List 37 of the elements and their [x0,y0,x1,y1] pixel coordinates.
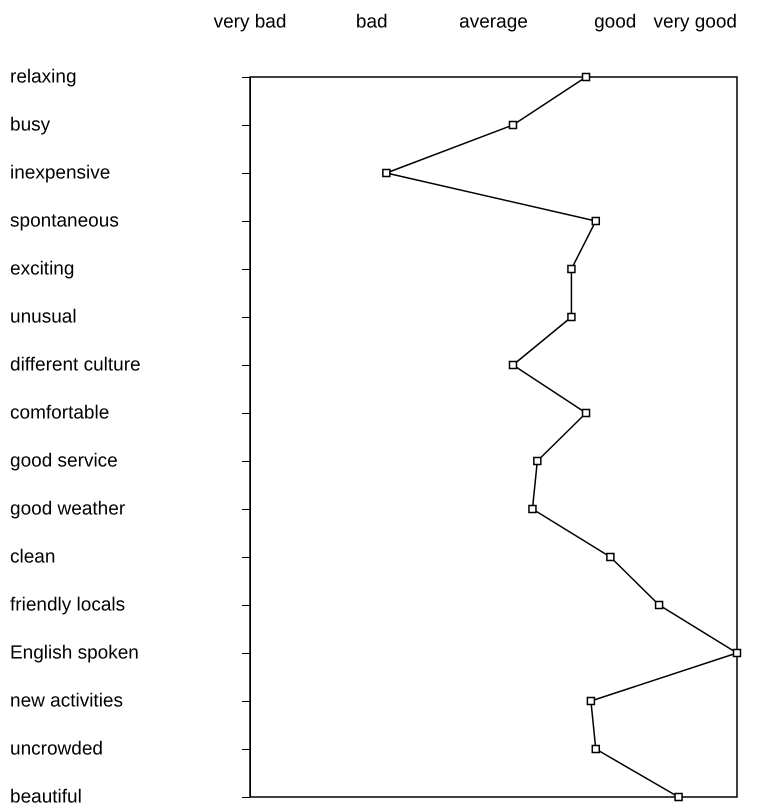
y-tick-label: spontaneous [10,210,119,232]
point [582,408,590,418]
text: bad [356,12,388,32]
y-tick-label: unusual [10,306,77,328]
point [592,744,600,754]
point [586,696,596,706]
point [592,216,600,226]
point [732,648,742,658]
point [567,264,576,274]
y-tick-label: inexpensive [10,162,110,184]
y-tick-label: good weather [10,498,126,520]
point [533,456,542,466]
y-tick-label: beautiful [10,786,82,808]
text: average [459,12,528,32]
point [567,312,576,322]
y-tick-label: busy [10,114,51,136]
y-tick-label: relaxing [10,66,77,88]
y-tick-label: friendly locals [10,594,126,616]
y-tick-label: new activities [10,690,123,712]
y-tick-label: exciting [10,258,74,280]
point [582,72,590,82]
point [382,168,391,178]
point [508,120,518,130]
y-tick-label: different culture [10,354,141,376]
point [674,792,683,802]
y-tick-label: English spoken [10,642,139,664]
point [528,504,537,514]
y-tick-label: uncrowded [10,738,103,760]
text: good [594,12,636,32]
y-tick-label: clean [10,546,56,568]
text: very good [654,12,737,32]
point [654,600,664,610]
y-tick-label: good service [10,450,118,472]
text: very bad [214,12,286,32]
point [508,360,518,370]
point [606,552,615,562]
y-tick-label: comfortable [10,402,110,424]
